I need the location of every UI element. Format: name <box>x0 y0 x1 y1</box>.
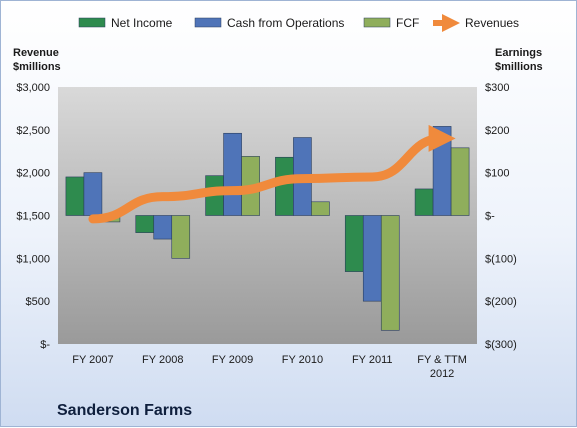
legend-label: Net Income <box>111 16 173 30</box>
category-label: FY & TTM <box>417 354 467 366</box>
bar-net-income <box>65 176 85 216</box>
category-label: FY 2007 <box>72 354 113 366</box>
legend-label: FCF <box>396 16 419 30</box>
left-tick-label: $- <box>40 339 50 351</box>
bar-cash-from-operations <box>153 215 173 240</box>
right-axis-title: Earnings <box>495 47 542 59</box>
category-label: FY 2008 <box>142 354 183 366</box>
left-tick-label: $500 <box>26 296 50 308</box>
right-tick-label: $300 <box>485 82 509 94</box>
revenues-line <box>88 124 456 224</box>
category-label: 2012 <box>430 368 454 380</box>
bar-fcf <box>311 201 330 216</box>
plot-area <box>58 87 477 344</box>
bar-net-income <box>414 188 434 216</box>
right-tick-label: $(300) <box>485 339 517 351</box>
bar-net-income <box>344 215 364 272</box>
bar-net-income <box>275 156 294 216</box>
left-axis-title: $millions <box>13 61 61 73</box>
left-tick-label: $3,000 <box>16 82 50 94</box>
bar-net-income <box>135 215 155 233</box>
bar-fcf <box>380 215 400 331</box>
bar-cash-from-operations <box>362 215 382 302</box>
left-tick-label: $1,500 <box>16 211 50 223</box>
left-tick-label: $2,500 <box>16 125 50 137</box>
right-axis-title: $millions <box>495 61 543 73</box>
right-tick-label: $(100) <box>485 253 517 265</box>
category-label: FY 2011 <box>352 354 393 366</box>
right-tick-label: $100 <box>485 168 509 180</box>
legend-swatch <box>363 17 391 28</box>
bar-fcf <box>450 147 470 216</box>
legend-swatch <box>78 17 106 28</box>
left-tick-label: $1,000 <box>16 253 50 265</box>
category-label: FY 2009 <box>212 354 253 366</box>
left-axis-title: Revenue <box>13 47 59 59</box>
bar-fcf <box>171 215 191 259</box>
legend-swatch <box>194 17 222 28</box>
right-tick-label: $(200) <box>485 296 517 308</box>
legend: Net Income Cash from Operations FCF Revenue… <box>78 14 519 32</box>
legend-label: Cash from Operations <box>227 16 344 30</box>
axes: $- $500 $1,000 $1,500 $2,000 $2,500 $3,000 $(30… <box>13 47 543 380</box>
right-tick-label: $- <box>485 211 495 223</box>
left-tick-label: $2,000 <box>16 168 50 180</box>
right-tick-label: $200 <box>485 125 509 137</box>
category-label: FY 2010 <box>282 354 323 366</box>
legend-label: Revenues <box>465 16 519 30</box>
bar-cash-from-operations <box>223 132 242 216</box>
company-name: Sanderson Farms <box>57 402 192 419</box>
bar-cash-from-operations <box>83 172 103 216</box>
revenue-line <box>88 124 456 224</box>
